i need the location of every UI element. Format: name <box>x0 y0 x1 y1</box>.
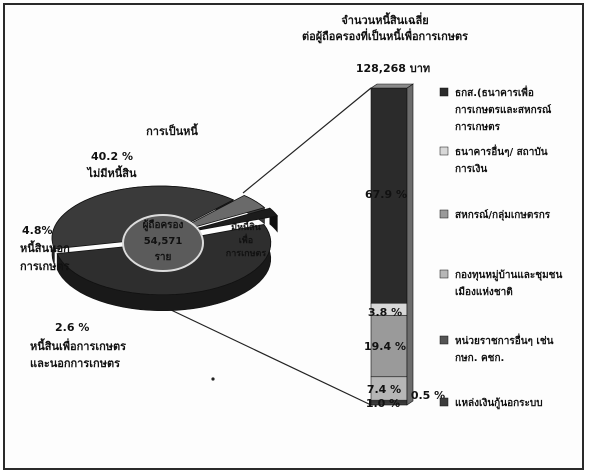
pie-label-nonagri-2: การเกษตร <box>20 260 70 273</box>
legend-swatch-6 <box>439 397 449 407</box>
legend-label-2-2: การเงิน <box>455 163 487 175</box>
pie-slice-3 <box>176 207 279 235</box>
bar-value-label-2: 3.8 % <box>368 306 402 319</box>
pie-center-hole <box>122 214 204 272</box>
legend-label-3-1: สหกรณ์/กลุ่มเกษตรกร <box>455 209 551 221</box>
bar-title-1: จำนวนหนี้สินเฉลี่ย <box>341 12 428 27</box>
legend-label-1-3: การเกษตร <box>455 122 501 133</box>
bar-value-label-4: 7.4 % <box>367 383 401 396</box>
bar-value-label-3: 19.4 % <box>364 340 406 353</box>
bar-value-label-5: 0.5 % <box>411 389 445 402</box>
connector-line-top <box>242 87 372 194</box>
legend-swatch-5 <box>439 335 449 345</box>
bar-total-label: 128,268 บาท <box>356 62 430 75</box>
legend-label-4-2: เมืองแห่งชาติ <box>455 286 513 298</box>
bar-value-label-6: 1.0 % <box>366 397 400 410</box>
legend-label-2-1: ธนาคารอื่นๆ/ สถาบัน <box>455 144 548 158</box>
legend-label-6-1: แหล่งเงินกู้นอกระบบ <box>455 397 543 410</box>
legend-swatch-3 <box>439 209 449 219</box>
legend-label-5-1: หน่วยราชการอื่นๆ เช่น <box>455 333 554 347</box>
pie-label-both-2: และนอกการเกษตร <box>30 357 120 370</box>
pie-center-label-1: ผู้ถือครอง <box>143 219 184 232</box>
pie-label-both-percent: 2.6 % <box>55 321 89 334</box>
legend-swatch-4 <box>439 269 449 279</box>
pie-label-both-1: หนี้สินเพื่อการเกษตร <box>30 338 126 353</box>
pie-label-nonagri-1: หนี้สินนอก <box>20 240 70 255</box>
pie-label-nodebt-percent: 40.2 % <box>91 150 133 163</box>
bar-segment-3 <box>370 314 408 378</box>
stray-dot <box>211 377 215 381</box>
pie-slice-label-debt-3: การเกษตร <box>226 249 267 259</box>
bar-side-face <box>406 83 414 406</box>
pie-center-label-2: 54,571 <box>144 236 183 247</box>
pie-label-nodebt: ไม่มีหนี้สิน <box>85 165 137 180</box>
pie-slice-1 <box>51 185 235 250</box>
pie-label-nonagri-percent: 4.8% <box>22 224 53 237</box>
legend-label-1-1: ธกส.(ธนาคารเพื่อ <box>455 85 534 99</box>
pie-slice-label-debt-1: มีหนี้สิน <box>231 220 262 233</box>
bar-title-2: ต่อผู้ถือครองที่เป็นหนี้เพื่อการเกษตร <box>302 28 468 44</box>
bar-value-label-1: 67.9 % <box>365 188 407 201</box>
pie-slice-label-debt-2: เพื่อ <box>239 233 253 246</box>
bar-top-face <box>370 83 414 89</box>
legend-label-1-2: การเกษตรและสหกรณ์ <box>455 104 552 116</box>
legend-swatch-2 <box>439 146 449 156</box>
pie-slice-2 <box>170 194 266 235</box>
legend-label-5-2: กษก. คชก. <box>455 353 504 364</box>
connector-line-bottom <box>149 299 372 406</box>
pie-title: การเป็นหนี้ <box>146 123 198 138</box>
legend-label-4-1: กองทุนหมู่บ้านและชุมชน <box>455 269 562 282</box>
legend-swatch-1 <box>439 87 449 97</box>
pie-center-label-3: ราย <box>155 252 172 263</box>
